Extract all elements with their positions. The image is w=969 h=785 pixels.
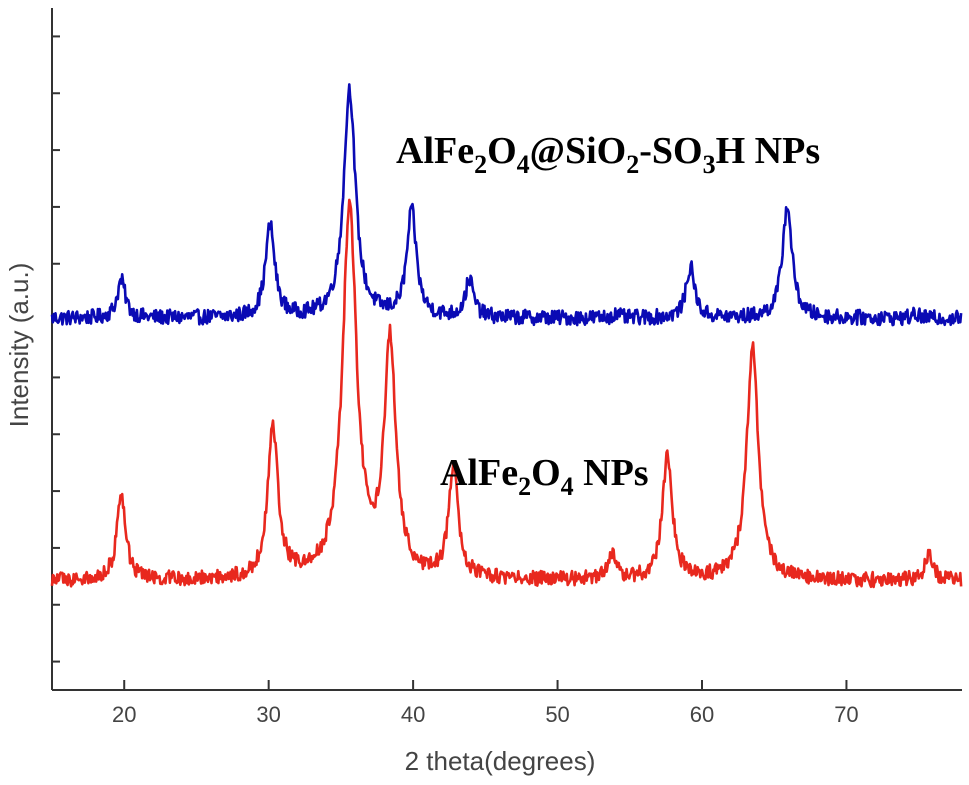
series-line-top (50, 83, 963, 327)
series-line-bottom (50, 198, 963, 589)
x-tick-label: 30 (256, 702, 280, 727)
series-group (50, 83, 963, 589)
x-tick-label: 50 (545, 702, 569, 727)
x-tick-label: 60 (690, 702, 714, 727)
x-tick-label: 20 (112, 702, 136, 727)
series-label-bottom: AlFe2O4 NPs (440, 452, 649, 501)
x-axis-title: 2 theta(degrees) (405, 746, 596, 776)
x-tick-label: 40 (401, 702, 425, 727)
axes (51, 8, 962, 691)
series-label-top: AlFe2O4@SiO2-SO3H NPs (396, 130, 820, 179)
y-ticks (52, 35, 60, 663)
y-axis-title: Intensity (a.u.) (4, 263, 34, 428)
x-tick-label: 70 (834, 702, 858, 727)
x-ticks: 20 30 40 50 60 70 (112, 680, 859, 727)
